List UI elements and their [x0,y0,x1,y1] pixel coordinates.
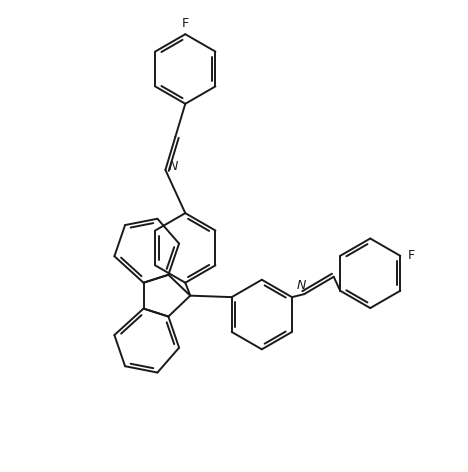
Text: N: N [168,160,178,173]
Text: F: F [182,17,189,30]
Text: F: F [408,249,415,262]
Text: N: N [296,278,306,292]
